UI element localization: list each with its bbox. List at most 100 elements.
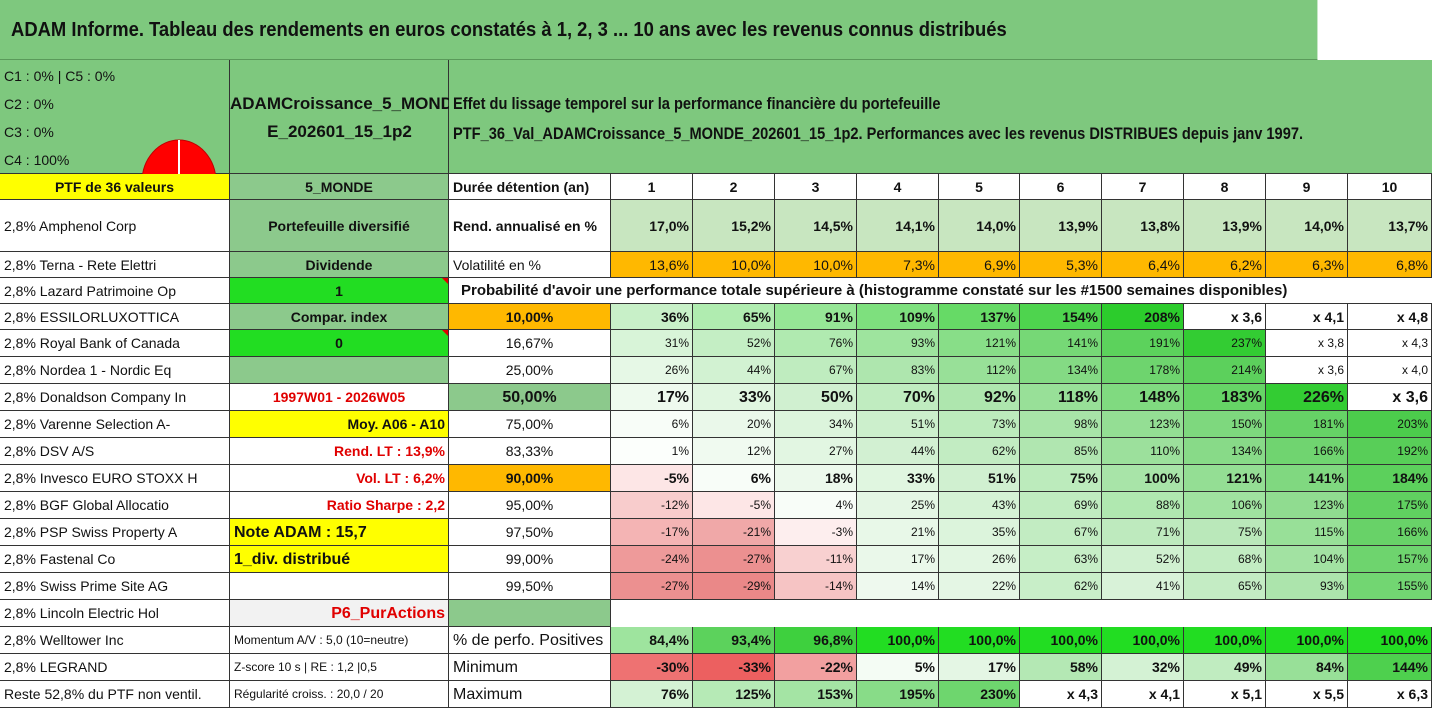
quantile-value: 44% — [693, 357, 775, 384]
stat-value: 100,0% — [1184, 627, 1266, 654]
stat-value: 100,0% — [1102, 627, 1184, 654]
side-info-cell: Dividende — [230, 252, 449, 278]
stat-value: 76% — [611, 681, 693, 708]
quantile-value: 43% — [939, 492, 1020, 519]
quantile-value: 31% — [611, 330, 693, 357]
description-line-1: Effet du lissage temporel sur la perform… — [453, 94, 941, 113]
quantile-value: 17% — [611, 384, 693, 411]
stat-value: x 6,3 — [1348, 681, 1432, 708]
quantile-label: 25,00% — [449, 357, 611, 384]
rend-value: 14,5% — [775, 200, 857, 252]
vol-value: 13,6% — [611, 252, 693, 278]
quantile-value: 123% — [1266, 492, 1348, 519]
quantile-value: 4% — [775, 492, 857, 519]
side-info-cell: Vol. LT : 6,2% — [230, 465, 449, 492]
rend-value: 14,0% — [939, 200, 1020, 252]
rend-value: 14,0% — [1266, 200, 1348, 252]
quantile-value: x 4,8 — [1348, 304, 1432, 330]
quantile-value: 137% — [939, 304, 1020, 330]
quantile-label: 99,50% — [449, 573, 611, 600]
description-line-2: PTF_36_Val_ADAMCroissance_5_MONDE_202601… — [453, 124, 1304, 143]
quantile-value: 18% — [775, 465, 857, 492]
quantile-value: -17% — [611, 519, 693, 546]
side-info-cell: Rend. LT : 13,9% — [230, 438, 449, 465]
quantile-value: 148% — [1102, 384, 1184, 411]
holding-row: 2,8% DSV A/S — [0, 438, 230, 465]
stat-value: 100,0% — [857, 627, 939, 654]
quantile-value: 121% — [939, 330, 1020, 357]
stat-value: 125% — [693, 681, 775, 708]
quantile-value: 35% — [939, 519, 1020, 546]
vol-label: Volatilité en % — [449, 252, 611, 278]
quantile-value: 20% — [693, 411, 775, 438]
side-info-cell: 1997W01 - 2026W05 — [230, 384, 449, 411]
vol-value: 6,4% — [1102, 252, 1184, 278]
stat-label: % de perfo. Positives — [449, 627, 611, 654]
holding-row: Reste 52,8% du PTF non ventil. — [0, 681, 230, 708]
quantile-value: 181% — [1266, 411, 1348, 438]
stat-label: Minimum — [449, 654, 611, 681]
quantile-value: 85% — [1020, 438, 1102, 465]
quantile-value: 109% — [857, 304, 939, 330]
side-info-cell: 1_div. distribué — [230, 546, 449, 573]
quantile-label: 83,33% — [449, 438, 611, 465]
quantile-value: 192% — [1348, 438, 1432, 465]
stat-value: 96,8% — [775, 627, 857, 654]
quantile-value: 73% — [939, 411, 1020, 438]
quantile-value: 70% — [857, 384, 939, 411]
stat-value: 100,0% — [1266, 627, 1348, 654]
year-header: 8 — [1184, 174, 1266, 200]
quantile-value: -29% — [693, 573, 775, 600]
quantile-value: 100% — [1102, 465, 1184, 492]
quantile-value: -11% — [775, 546, 857, 573]
stat-value: 144% — [1348, 654, 1432, 681]
quantile-value: 36% — [611, 304, 693, 330]
holding-row: 2,8% ESSILORLUXOTTICA — [0, 304, 230, 330]
stat-value: -33% — [693, 654, 775, 681]
holding-row: 2,8% Royal Bank of Canada — [0, 330, 230, 357]
quantile-value: -3% — [775, 519, 857, 546]
portfolio-name: ADAMCroissance_5_MOND E_202601_15_1p2 — [230, 60, 453, 174]
vol-value: 7,3% — [857, 252, 939, 278]
quantile-value: x 3,8 — [1266, 330, 1348, 357]
quantile-value: 155% — [1348, 573, 1432, 600]
holding-row: 2,8% Nordea 1 - Nordic Eq — [0, 357, 230, 384]
stat-value: 153% — [775, 681, 857, 708]
portfolio-name-line-2: E_202601_15_1p2 — [267, 122, 412, 141]
holding-row: 2,8% BGF Global Allocatio — [0, 492, 230, 519]
year-header: 6 — [1020, 174, 1102, 200]
side-info-cell: Portefeuille diversifié — [230, 200, 449, 252]
stat-value: 195% — [857, 681, 939, 708]
quantile-value: x 3,6 — [1266, 357, 1348, 384]
rend-value: 13,7% — [1348, 200, 1432, 252]
side-info-cell: Ratio Sharpe : 2,2 — [230, 492, 449, 519]
quantile-value: 214% — [1184, 357, 1266, 384]
holding-row: 2,8% Swiss Prime Site AG — [0, 573, 230, 600]
stat-value: 84,4% — [611, 627, 693, 654]
quantile-value: 63% — [1020, 546, 1102, 573]
quantile-value: 33% — [693, 384, 775, 411]
quantile-value: 6% — [611, 411, 693, 438]
vol-value: 6,2% — [1184, 252, 1266, 278]
quantile-label: 75,00% — [449, 411, 611, 438]
quantile-value: 33% — [857, 465, 939, 492]
quantile-value: 51% — [939, 465, 1020, 492]
duration-header: Durée détention (an) — [449, 174, 611, 200]
quantile-value: 93% — [857, 330, 939, 357]
holding-row: 2,8% Amphenol Corp — [0, 200, 230, 252]
quantile-value: 12% — [693, 438, 775, 465]
quantile-value: 67% — [775, 357, 857, 384]
quantile-value: 1% — [611, 438, 693, 465]
year-header: 9 — [1266, 174, 1348, 200]
holding-row: 2,8% Donaldson Company In — [0, 384, 230, 411]
year-header: 1 — [611, 174, 693, 200]
holding-row: 2,8% LEGRAND — [0, 654, 230, 681]
stat-value: 17% — [939, 654, 1020, 681]
quantile-label: 95,00% — [449, 492, 611, 519]
vol-value: 10,0% — [693, 252, 775, 278]
holding-row: 2,8% PSP Swiss Property A — [0, 519, 230, 546]
side-info-cell: 1 — [230, 278, 449, 304]
quantile-value: 51% — [857, 411, 939, 438]
quantile-value: 118% — [1020, 384, 1102, 411]
quantile-value: 141% — [1020, 330, 1102, 357]
